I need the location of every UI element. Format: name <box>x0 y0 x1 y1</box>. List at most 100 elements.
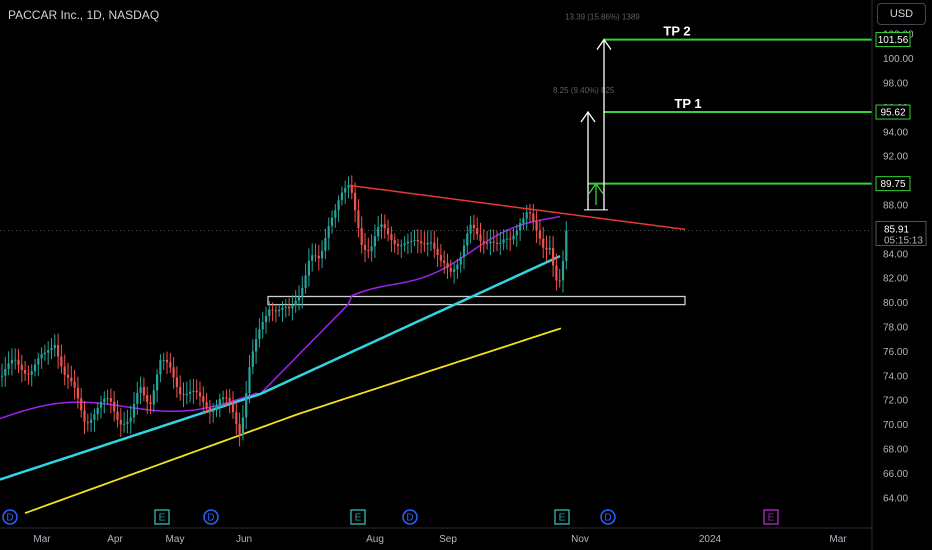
last-price-tag <box>875 220 927 246</box>
measure-note: 8.25 (9.40%) 825 <box>553 86 615 95</box>
support-rect <box>267 295 686 306</box>
candle-body <box>169 362 172 368</box>
last-price-label: 85.91 <box>884 224 909 235</box>
event-marker-label: D <box>406 513 413 524</box>
x-tick-label: Mar <box>829 534 847 545</box>
candle-body <box>525 212 528 219</box>
ma-mid-line <box>0 254 561 481</box>
candle-body <box>294 300 297 305</box>
candle-body <box>301 287 304 297</box>
candle-body <box>357 210 360 229</box>
candle-body <box>360 228 363 246</box>
candle-body <box>7 363 10 370</box>
candle-body <box>175 377 178 387</box>
price-axis: 64.00 66.00 68.00 70.00 72.00 74.00 76.00 78.00… <box>871 0 932 550</box>
candle-body <box>565 230 568 262</box>
y-tick-label: 92.00 <box>883 152 908 163</box>
candle-body <box>14 359 17 361</box>
x-tick-label: Apr <box>107 534 123 545</box>
candle-body <box>43 352 46 355</box>
candle-body <box>96 407 99 415</box>
candle-body <box>10 360 13 364</box>
measure-arrow-tp2-head <box>596 38 612 50</box>
candle-body <box>321 250 324 259</box>
target-label: TP 1 <box>674 96 701 111</box>
candle-body <box>202 396 205 403</box>
candle-body <box>222 397 225 400</box>
candle-body <box>512 235 515 240</box>
candle-body <box>538 230 541 239</box>
candle-body <box>33 364 37 372</box>
candle-body <box>370 246 373 252</box>
ma-short-line <box>0 215 561 420</box>
x-tick-label: 2024 <box>699 534 722 545</box>
candle-body <box>198 392 202 397</box>
candle-body <box>24 370 27 374</box>
candle-body <box>390 234 393 240</box>
candle-body <box>406 241 409 244</box>
event-marker-label: E <box>559 513 566 524</box>
candle-body <box>380 224 383 228</box>
candle-body <box>413 240 416 242</box>
candle-body <box>241 417 244 436</box>
candle-body <box>50 348 53 351</box>
candle-body <box>459 256 462 265</box>
y-tick-label: 66.00 <box>883 469 908 480</box>
candle-body <box>218 399 221 406</box>
candle-body <box>535 221 538 231</box>
candle-body <box>499 242 502 244</box>
dividend-marker <box>600 509 616 525</box>
candle-body <box>228 398 231 402</box>
candle-body <box>182 394 185 396</box>
candle-body <box>317 255 320 259</box>
earnings-marker <box>763 509 779 525</box>
event-marker-label: D <box>6 513 13 524</box>
candle-body <box>383 224 386 229</box>
y-tick-label: 68.00 <box>883 445 908 456</box>
candle-body <box>466 233 469 246</box>
candle-body <box>63 366 66 375</box>
candle-body <box>449 267 452 272</box>
countdown-label: 05:15:13 <box>884 235 923 246</box>
x-tick-label: May <box>166 534 185 545</box>
candle-body <box>545 247 548 250</box>
target-label: TP 2 <box>663 24 690 39</box>
event-marker-label: D <box>604 513 611 524</box>
candle-body <box>271 309 274 311</box>
currency-button[interactable]: USD <box>877 3 926 25</box>
candle-body <box>278 309 281 312</box>
target-price-label: 101.56 <box>878 35 909 46</box>
earnings-marker <box>154 509 170 525</box>
candle-body <box>509 238 512 240</box>
y-tick-label: 94.00 <box>883 127 908 138</box>
candle-body <box>486 242 489 244</box>
candles <box>0 175 568 447</box>
candle-body <box>426 242 429 245</box>
x-tick-label: Jun <box>236 534 252 545</box>
candle-body <box>515 230 518 236</box>
candle-body <box>255 339 258 352</box>
candle-body <box>443 260 446 263</box>
candle-body <box>258 329 261 340</box>
candle-body <box>162 359 165 361</box>
candle-body <box>420 241 423 244</box>
candle-body <box>136 392 139 404</box>
candle-body <box>73 381 76 388</box>
earnings-marker <box>554 509 570 525</box>
candle-body <box>185 393 188 396</box>
x-tick-label: Aug <box>366 534 384 545</box>
x-tick-label: Nov <box>571 534 589 545</box>
resistance-trendline <box>349 184 686 231</box>
candle-body <box>311 255 314 261</box>
y-tick-label: 72.00 <box>883 396 908 407</box>
candle-body <box>37 358 40 365</box>
candle-body <box>76 387 79 399</box>
candle-body <box>327 225 330 239</box>
candle-body <box>291 304 294 309</box>
candle-body <box>40 354 43 359</box>
candle-body <box>476 228 479 235</box>
candle-body <box>192 390 195 392</box>
candle-body <box>90 419 93 423</box>
candle-body <box>387 228 390 235</box>
